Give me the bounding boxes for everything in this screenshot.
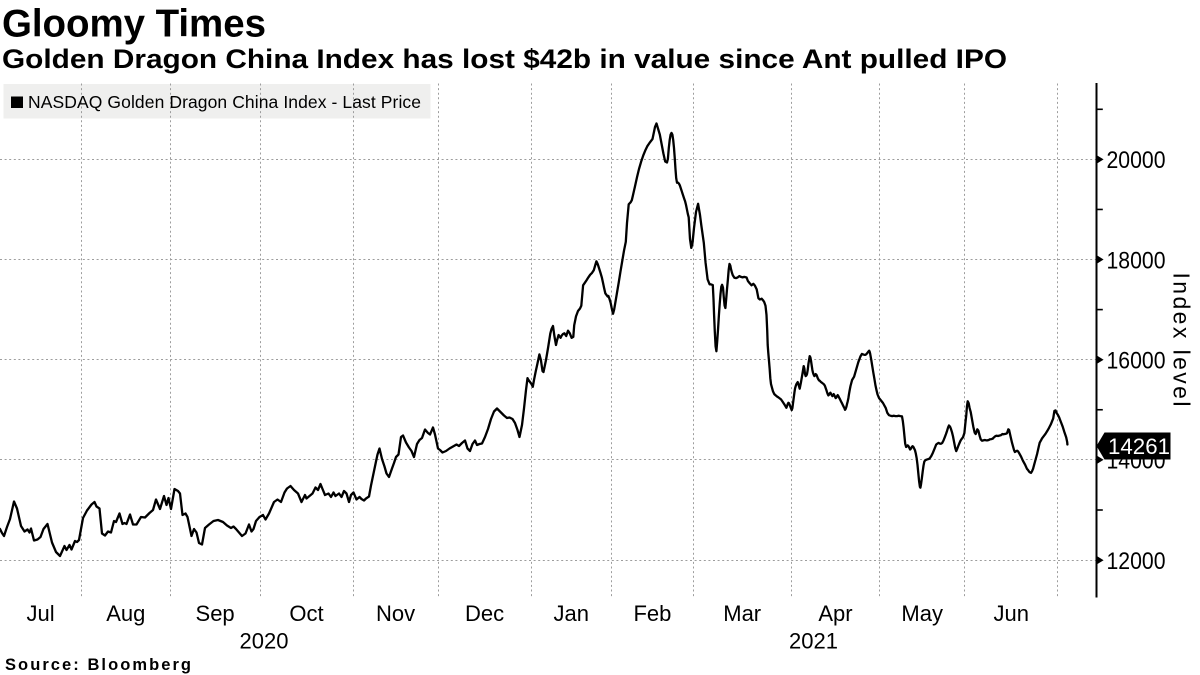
- svg-text:Jul: Jul: [27, 601, 55, 626]
- svg-text:Dec: Dec: [465, 601, 504, 626]
- svg-text:14261: 14261: [1108, 434, 1170, 459]
- svg-text:18000: 18000: [1107, 247, 1166, 274]
- svg-text:Jan: Jan: [554, 601, 589, 626]
- svg-text:2020: 2020: [240, 629, 289, 654]
- svg-text:May: May: [901, 601, 943, 626]
- svg-text:2021: 2021: [789, 629, 838, 654]
- svg-text:Gloomy Times: Gloomy Times: [2, 3, 266, 46]
- svg-text:Apr: Apr: [818, 601, 852, 626]
- svg-text:Source: Bloomberg: Source: Bloomberg: [5, 656, 191, 674]
- svg-text:Aug: Aug: [106, 601, 145, 626]
- svg-text:Feb: Feb: [633, 601, 671, 626]
- svg-text:Nov: Nov: [376, 601, 415, 626]
- svg-text:16000: 16000: [1107, 348, 1166, 375]
- svg-text:NASDAQ Golden Dragon China Ind: NASDAQ Golden Dragon China Index - Last …: [28, 92, 421, 112]
- svg-text:Sep: Sep: [196, 601, 235, 626]
- svg-text:Mar: Mar: [723, 601, 761, 626]
- svg-text:20000: 20000: [1107, 147, 1166, 174]
- svg-text:12000: 12000: [1107, 548, 1166, 575]
- svg-text:Oct: Oct: [289, 601, 323, 626]
- svg-text:Golden Dragon China Index has: Golden Dragon China Index has lost $42b …: [2, 44, 1007, 74]
- svg-text:Jun: Jun: [993, 601, 1028, 626]
